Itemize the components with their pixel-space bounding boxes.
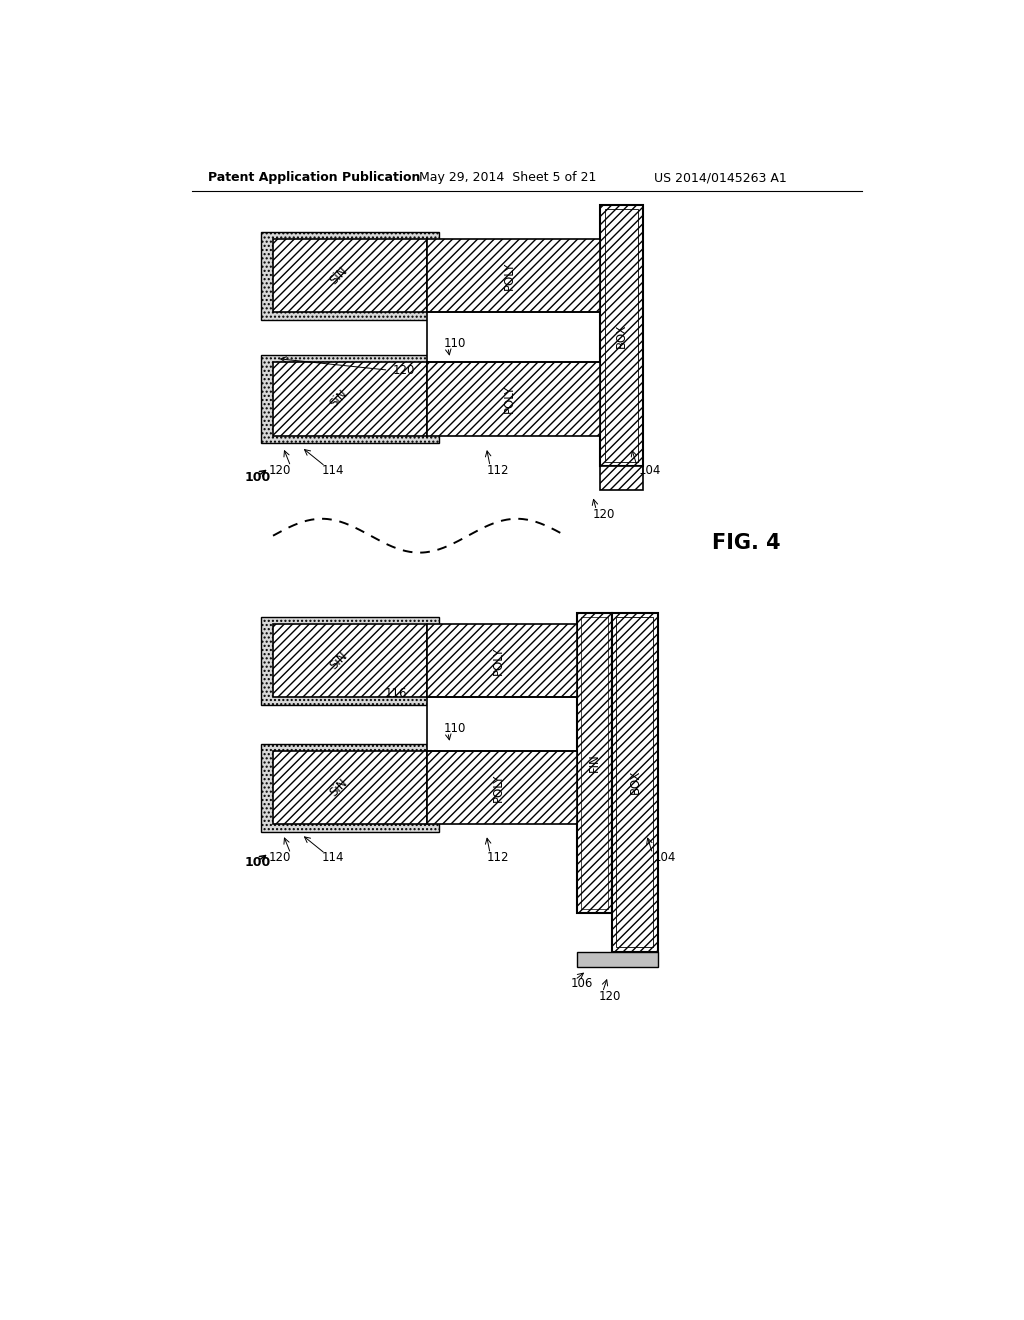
- Bar: [578, 612, 611, 913]
- Bar: [600, 205, 643, 466]
- Bar: [427, 697, 578, 751]
- Bar: [581, 616, 608, 909]
- Text: 116: 116: [385, 686, 408, 700]
- Text: BOX: BOX: [629, 770, 641, 795]
- Text: SiN: SiN: [327, 776, 350, 800]
- Bar: [578, 952, 658, 966]
- Text: 110: 110: [444, 337, 466, 350]
- Text: POLY: POLY: [503, 261, 516, 290]
- Text: 106: 106: [571, 977, 593, 990]
- Bar: [605, 210, 638, 462]
- Text: 100: 100: [245, 857, 270, 870]
- Text: 120: 120: [593, 508, 615, 520]
- Text: 112: 112: [486, 463, 509, 477]
- Text: 120: 120: [392, 363, 415, 376]
- Text: POLY: POLY: [503, 385, 516, 413]
- Text: 104: 104: [639, 463, 662, 477]
- Bar: [611, 612, 658, 952]
- Text: 120: 120: [269, 463, 292, 477]
- Bar: [261, 355, 438, 444]
- Bar: [261, 231, 438, 321]
- Bar: [261, 616, 438, 705]
- Text: FIG. 4: FIG. 4: [712, 533, 780, 553]
- Bar: [427, 751, 578, 825]
- Text: POLY: POLY: [492, 647, 505, 675]
- Text: May 29, 2014  Sheet 5 of 21: May 29, 2014 Sheet 5 of 21: [419, 172, 597, 185]
- Text: FIN: FIN: [588, 754, 601, 772]
- Text: 110: 110: [444, 722, 466, 735]
- Text: 120: 120: [269, 851, 292, 865]
- Text: BOX: BOX: [615, 323, 628, 347]
- Text: 100: 100: [245, 471, 270, 484]
- Text: SiN: SiN: [327, 649, 350, 672]
- Bar: [261, 743, 438, 832]
- Bar: [427, 239, 600, 313]
- Text: Patent Application Publication: Patent Application Publication: [208, 172, 420, 185]
- Text: 104: 104: [654, 851, 677, 865]
- Text: US 2014/0145263 A1: US 2014/0145263 A1: [654, 172, 786, 185]
- Bar: [600, 466, 643, 490]
- Text: 114: 114: [322, 463, 344, 477]
- Bar: [273, 239, 427, 313]
- Bar: [273, 751, 427, 825]
- Text: 120: 120: [599, 990, 622, 1003]
- Text: 114: 114: [322, 851, 344, 865]
- Bar: [427, 313, 600, 363]
- Bar: [427, 363, 600, 436]
- Text: SiN: SiN: [327, 264, 350, 288]
- Bar: [616, 618, 653, 946]
- Bar: [427, 624, 578, 697]
- Bar: [273, 624, 427, 697]
- Text: SiN: SiN: [327, 388, 350, 411]
- Bar: [273, 363, 427, 436]
- Text: 112: 112: [486, 851, 509, 865]
- Text: POLY: POLY: [492, 774, 505, 803]
